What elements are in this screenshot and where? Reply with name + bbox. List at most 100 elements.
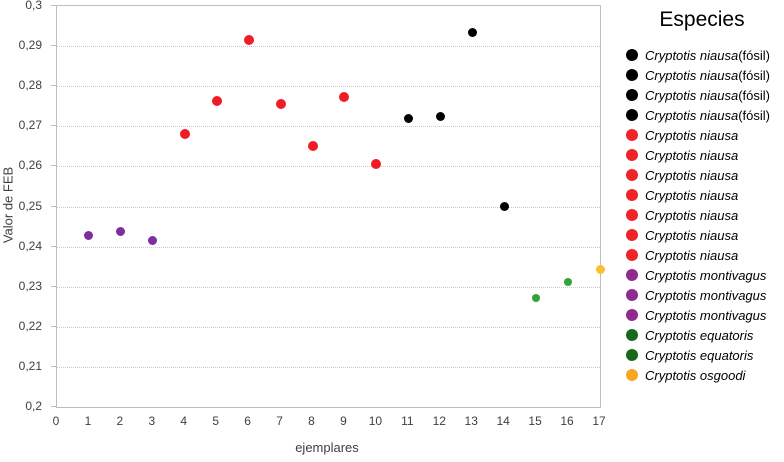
y-tick-mark xyxy=(51,285,56,287)
data-point xyxy=(148,236,158,246)
legend-marker-icon xyxy=(626,169,638,181)
legend-marker-icon xyxy=(626,129,638,141)
y-tick-label: 0,3 xyxy=(25,0,42,12)
legend-item: Cryptotis niausa xyxy=(626,145,738,165)
y-gridline xyxy=(57,326,600,328)
legend-species-label: Cryptotis osgoodi xyxy=(645,367,746,383)
y-tick-label: 0,24 xyxy=(18,238,42,253)
legend-marker-icon xyxy=(626,269,638,281)
legend-item: Cryptotis osgoodi xyxy=(626,365,745,385)
data-point xyxy=(435,112,445,122)
legend-species-label: Cryptotis niausa xyxy=(645,67,739,83)
x-tick-label: 1 xyxy=(84,414,92,428)
legend-marker-icon xyxy=(626,109,638,121)
legend: Especies Cryptotis niausa (fósil) Cryptot… xyxy=(620,0,784,462)
legend-marker-icon xyxy=(626,369,638,381)
legend-marker-icon xyxy=(626,229,638,241)
x-tick-label: 17 xyxy=(592,414,606,428)
x-axis-tick-labels: 0 1 2 3 4 5 6 7 8 9 10 11 12 13 14 15 16 17 xyxy=(52,414,606,430)
legend-species-label: Cryptotis niausa xyxy=(645,227,739,243)
legend-item: Cryptotis equatoris xyxy=(626,325,753,345)
y-tick-mark xyxy=(51,365,56,367)
x-tick-label: 10 xyxy=(368,414,383,428)
y-tick-mark xyxy=(51,325,56,327)
x-tick-label: 16 xyxy=(560,414,574,428)
y-tick-mark xyxy=(51,85,56,87)
legend-species-label: Cryptotis niausa xyxy=(645,47,739,63)
legend-marker-icon xyxy=(626,249,638,261)
data-point xyxy=(116,227,126,237)
legend-species-label: Cryptotis equatoris xyxy=(645,327,754,343)
legend-item: Cryptotis niausa (fósil) xyxy=(626,105,770,125)
data-point xyxy=(371,158,382,169)
y-gridline xyxy=(57,126,600,128)
x-tick-label: 0 xyxy=(52,414,60,428)
data-point xyxy=(179,129,190,140)
x-tick-label: 5 xyxy=(212,414,220,428)
y-tick-mark xyxy=(51,165,56,167)
y-tick-label: 0,27 xyxy=(18,118,42,133)
y-tick-label: 0,29 xyxy=(18,38,42,53)
y-gridline xyxy=(57,246,600,248)
x-tick-label: 6 xyxy=(244,414,251,428)
data-point xyxy=(275,98,286,109)
x-axis-title: ejemplares xyxy=(295,440,359,455)
legend-species-label: Cryptotis equatoris xyxy=(645,347,754,363)
legend-item: Cryptotis niausa (fósil) xyxy=(626,85,770,105)
data-point xyxy=(564,278,573,287)
legend-item: Cryptotis niausa xyxy=(626,225,738,245)
legend-species-label: Cryptotis niausa xyxy=(645,147,739,163)
legend-item: Cryptotis niausa xyxy=(626,165,738,185)
legend-title: Especies xyxy=(659,8,745,31)
legend-item: Cryptotis montivagus xyxy=(626,305,766,325)
y-gridline xyxy=(57,166,600,168)
legend-item: Cryptotis niausa xyxy=(626,245,738,265)
y-gridline xyxy=(57,206,600,208)
data-point xyxy=(243,34,254,45)
y-gridline xyxy=(57,46,600,48)
legend-species-label: Cryptotis montivagus xyxy=(645,307,767,323)
y-tick-label: 0,21 xyxy=(18,358,42,373)
x-tick-label: 14 xyxy=(496,414,510,428)
legend-species-label: Cryptotis niausa xyxy=(645,207,739,223)
legend-item: Cryptotis niausa xyxy=(626,205,738,225)
legend-suffix-label: (fósil) xyxy=(738,87,770,103)
y-gridline xyxy=(57,366,600,368)
x-tick-label: 13 xyxy=(464,414,478,428)
legend-species-label: Cryptotis niausa xyxy=(645,187,739,203)
data-point xyxy=(211,96,222,107)
y-gridline xyxy=(57,86,600,88)
legend-species-label: Cryptotis montivagus xyxy=(645,267,767,283)
legend-species-label: Cryptotis niausa xyxy=(645,167,739,183)
y-axis-tick-labels: 0,3 0,29 0,28 0,27 0,26 0,25 0,24 0,23 0,22 0,21 0… xyxy=(0,0,48,413)
legend-marker-icon xyxy=(626,309,638,321)
legend-species-label: Cryptotis niausa xyxy=(645,107,739,123)
y-tick-label: 0,23 xyxy=(18,278,42,293)
x-tick-label: 2 xyxy=(116,414,124,428)
y-tick-label: 0,28 xyxy=(18,78,42,93)
legend-marker-icon xyxy=(626,209,638,221)
legend-suffix-label: (fósil) xyxy=(738,47,770,63)
legend-item: Cryptotis niausa (fósil) xyxy=(626,65,770,85)
legend-item: Cryptotis montivagus xyxy=(626,265,766,285)
y-tick-mark xyxy=(51,245,56,247)
legend-item: Cryptotis montivagus xyxy=(626,285,766,305)
x-tick-label: 9 xyxy=(340,414,347,428)
legend-species-label: Cryptotis montivagus xyxy=(645,287,767,303)
data-point xyxy=(307,141,318,152)
x-tick-label: 4 xyxy=(180,414,188,428)
legend-marker-icon xyxy=(626,49,638,61)
legend-marker-icon xyxy=(626,69,638,81)
data-point xyxy=(595,264,605,274)
y-tick-label: 0,22 xyxy=(18,318,42,333)
y-tick-mark xyxy=(51,45,56,47)
x-tick-label: 8 xyxy=(308,414,315,428)
data-point xyxy=(499,202,509,211)
legend-marker-icon xyxy=(626,289,638,301)
legend-item: Cryptotis niausa (fósil) xyxy=(626,45,770,65)
legend-marker-icon xyxy=(626,189,638,201)
x-tick-label: 7 xyxy=(276,414,283,428)
data-point xyxy=(532,293,541,302)
legend-marker-icon xyxy=(626,89,638,101)
